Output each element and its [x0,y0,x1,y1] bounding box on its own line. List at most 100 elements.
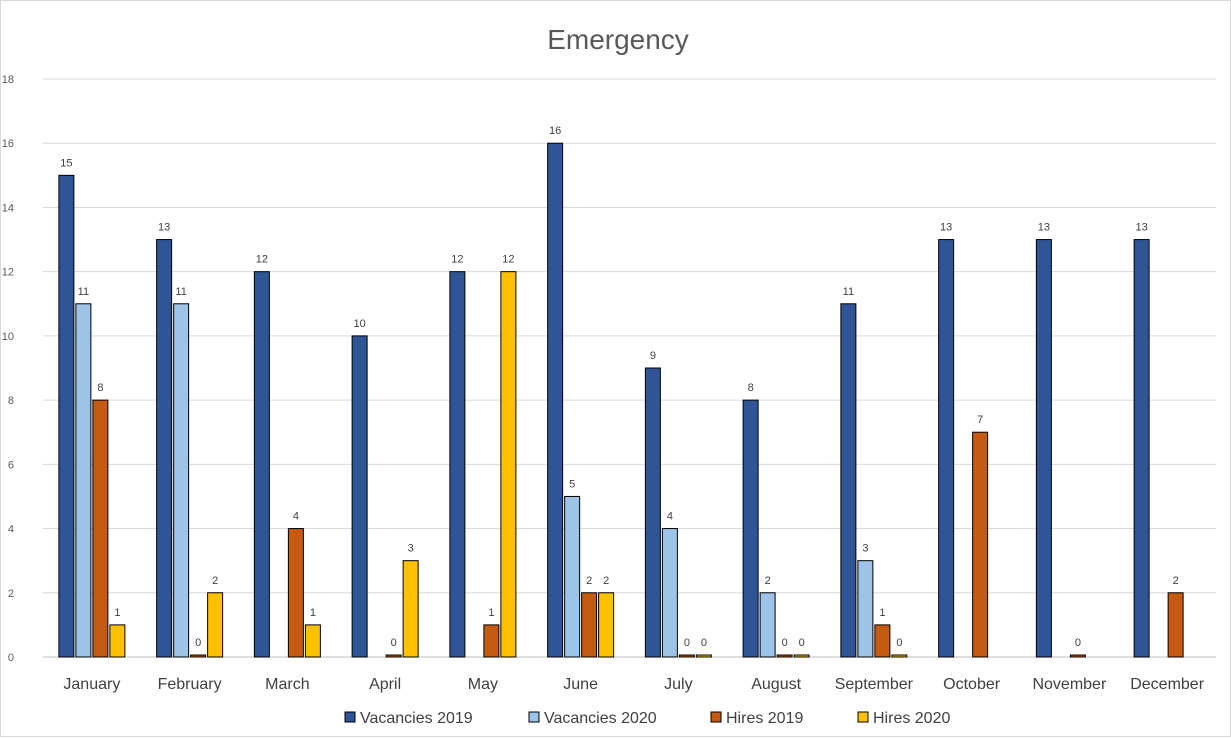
data-label: 0 [701,637,707,649]
y-tick-label: 0 [8,652,14,664]
data-label: 12 [256,254,268,266]
data-label: 2 [603,575,609,587]
x-tick-label: May [468,676,498,693]
y-tick-label: 16 [2,138,14,150]
data-label: 1 [114,607,120,619]
bar [742,399,759,658]
bar [1069,654,1086,658]
bar [1035,239,1052,658]
legend-swatch [857,711,869,723]
data-label: 11 [78,286,89,298]
bar [449,271,466,658]
data-label: 8 [97,382,103,394]
bar [695,654,712,658]
data-label: 2 [765,575,771,587]
legend-swatch [344,711,356,723]
data-label: 13 [940,222,952,234]
x-tick-label: January [63,676,120,693]
data-label: 10 [354,318,366,330]
bar [661,528,678,658]
chart-title: Emergency [547,24,689,55]
x-tick-label: April [369,676,401,693]
x-tick-label: February [158,676,222,693]
bar [678,654,695,658]
bar [92,399,109,658]
x-tick-label: August [751,676,801,693]
x-tick-label: July [664,676,692,693]
bar [58,174,75,658]
bars [58,142,1184,658]
data-label: 0 [896,637,902,649]
legend-swatch [710,711,722,723]
legend-swatch [528,711,540,723]
legend-item: Vacancies 2019 [344,710,473,727]
y-tick-label: 6 [8,459,14,471]
y-tick-label: 12 [2,267,14,279]
y-tick-label: 14 [2,202,14,214]
data-label: 4 [293,511,299,523]
bar [109,624,126,658]
legend-item: Hires 2020 [857,710,950,727]
data-label: 13 [1038,222,1050,234]
y-tick-label: 4 [8,524,14,536]
data-label: 0 [799,637,805,649]
bar [500,271,517,658]
bar [156,239,173,658]
legend: Vacancies 2019 Vacancies 2020 Hires 2019 Hi… [344,710,950,727]
data-label: 3 [408,543,414,555]
x-tick-label: September [835,676,914,693]
data-label: 3 [862,543,868,555]
x-tick-label: December [1130,676,1204,693]
data-label: 9 [650,350,656,362]
data-label: 5 [569,478,575,490]
x-axis-categories: January February March April May June July Augu… [63,676,1204,693]
x-tick-label: October [943,676,1001,693]
data-label: 1 [310,607,316,619]
bar [483,624,500,658]
bar [891,654,908,658]
data-label: 2 [212,575,218,587]
bar [75,303,92,658]
data-label: 13 [1136,222,1148,234]
bar [793,654,810,658]
bar [385,654,402,658]
bar [253,271,270,658]
bar [581,592,598,658]
data-label: 7 [977,414,983,426]
data-label: 12 [451,254,463,266]
x-tick-label: March [265,676,309,693]
y-axis-ticks: 0 2 4 6 8 10 12 14 16 18 [2,74,14,664]
x-tick-label: June [563,676,598,693]
bar [207,592,224,658]
legend-label: Hires 2019 [726,710,803,727]
y-tick-label: 2 [8,588,14,600]
bar [644,367,661,658]
data-label: 13 [158,222,170,234]
data-label: 8 [748,382,754,394]
bar [564,495,581,658]
data-label: 2 [1173,575,1179,587]
legend-label: Vacancies 2019 [360,710,473,727]
bar [402,560,419,658]
data-label: 12 [502,254,514,266]
y-tick-label: 18 [2,74,14,86]
bar [972,431,989,658]
data-label: 0 [782,637,788,649]
bar [1167,592,1184,658]
legend-label: Vacancies 2020 [544,710,657,727]
bar [857,560,874,658]
x-tick-label: November [1032,676,1106,693]
y-tick-label: 10 [2,331,14,343]
bar [287,528,304,658]
gridlines [43,78,1216,658]
bar [304,624,321,658]
legend-label: Hires 2020 [873,710,950,727]
bar [598,592,615,658]
y-tick-label: 8 [8,395,14,407]
bar [190,654,207,658]
data-label: 0 [1075,637,1081,649]
data-label: 11 [843,286,854,298]
bar [351,335,368,658]
data-label: 0 [195,637,201,649]
